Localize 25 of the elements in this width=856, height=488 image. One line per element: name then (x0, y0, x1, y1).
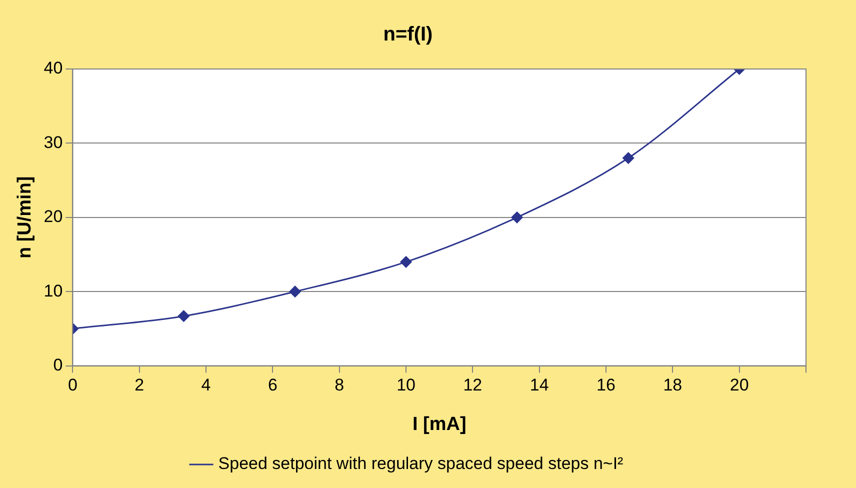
y-tick-label: 30 (44, 132, 63, 152)
y-tick-label: 20 (44, 207, 63, 226)
y-axis-title: n [U/min] (14, 176, 36, 259)
x-tick-label: 2 (134, 376, 144, 395)
x-tick-label: 12 (463, 376, 482, 395)
x-tick-label: 10 (396, 376, 416, 395)
x-tick-label: 6 (268, 376, 278, 395)
x-axis-title: I [mA] (412, 414, 466, 435)
chart-title: n=f(I) (383, 24, 433, 46)
x-tick-label: 4 (201, 376, 211, 395)
y-tick-label: 10 (44, 281, 63, 300)
y-tick-label: 0 (53, 355, 63, 374)
point (178, 310, 190, 322)
point (400, 256, 412, 268)
point (511, 212, 523, 224)
point (622, 152, 634, 164)
x-tick-label: 20 (730, 376, 749, 395)
y-tick-label: 40 (44, 58, 63, 78)
legend-label: Speed setpoint with regulary spaced speed steps n~I² (218, 454, 624, 474)
x-tick-label: 0 (68, 376, 78, 395)
point (289, 286, 301, 298)
x-tick-label: 18 (663, 376, 682, 395)
x-tick-label: 16 (596, 376, 616, 395)
x-tick-label: 14 (530, 376, 549, 395)
x-tick-label: 8 (334, 376, 344, 395)
